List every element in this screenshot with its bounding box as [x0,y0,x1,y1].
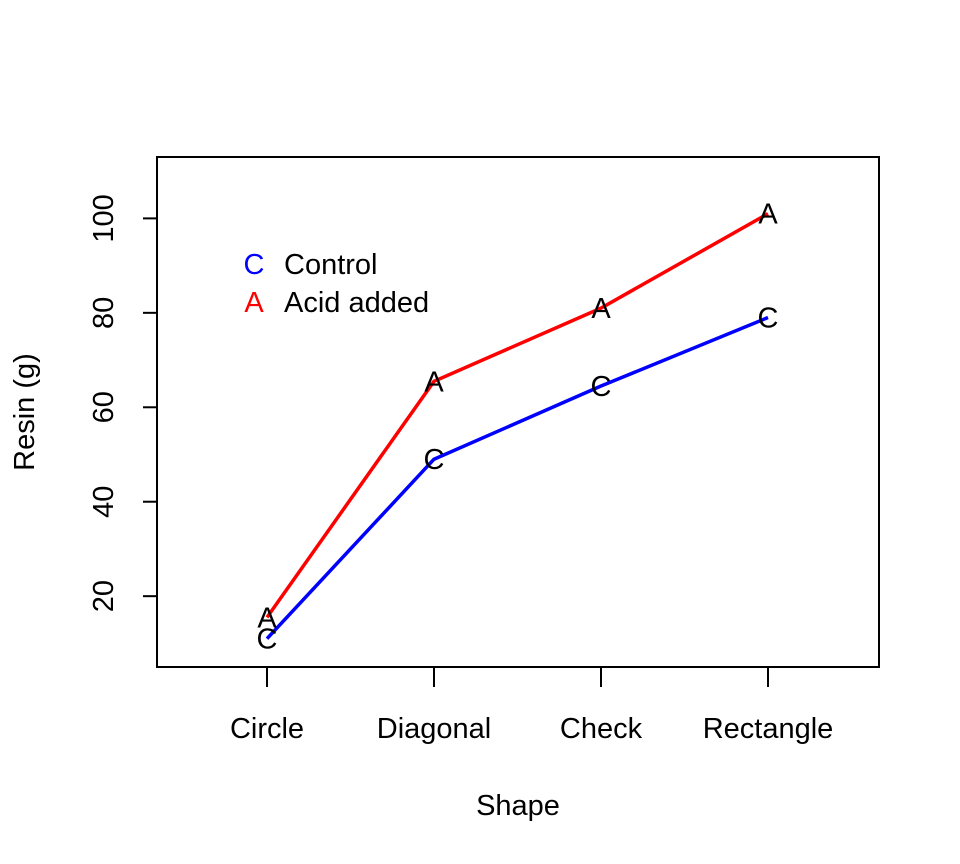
y-tick-label: 100 [88,194,120,242]
x-tick-label: Circle [230,713,304,745]
legend-symbol: A [244,287,264,319]
legend-symbol: C [244,249,265,281]
y-tick-label: 80 [88,297,120,329]
legend-label: Acid added [284,287,429,319]
y-tick-label: 60 [88,391,120,423]
x-tick-label: Check [560,713,643,745]
data-point: C [758,303,779,335]
data-point: A [758,199,778,231]
data-point: A [424,366,444,398]
x-tick-label: Diagonal [377,713,491,745]
legend: C Control A Acid added [244,249,430,319]
x-axis-title: Shape [476,790,560,822]
y-axis: 20 40 60 80 100 [88,194,158,612]
x-axis: Circle Diagonal Check Rectangle [230,666,834,745]
data-point: A [591,293,611,325]
data-point: C [591,371,612,403]
series-line [265,212,769,619]
y-tick-label: 20 [88,580,120,612]
data-point: C [257,624,278,656]
y-axis-title: Resin (g) [9,353,41,471]
series-line [265,315,769,640]
plot-frame [156,156,880,668]
y-tick-label: 40 [88,486,120,518]
legend-label: Control [284,249,378,281]
data-point: A [257,602,277,634]
data-point: C [424,444,445,476]
x-tick-label: Rectangle [703,713,834,745]
